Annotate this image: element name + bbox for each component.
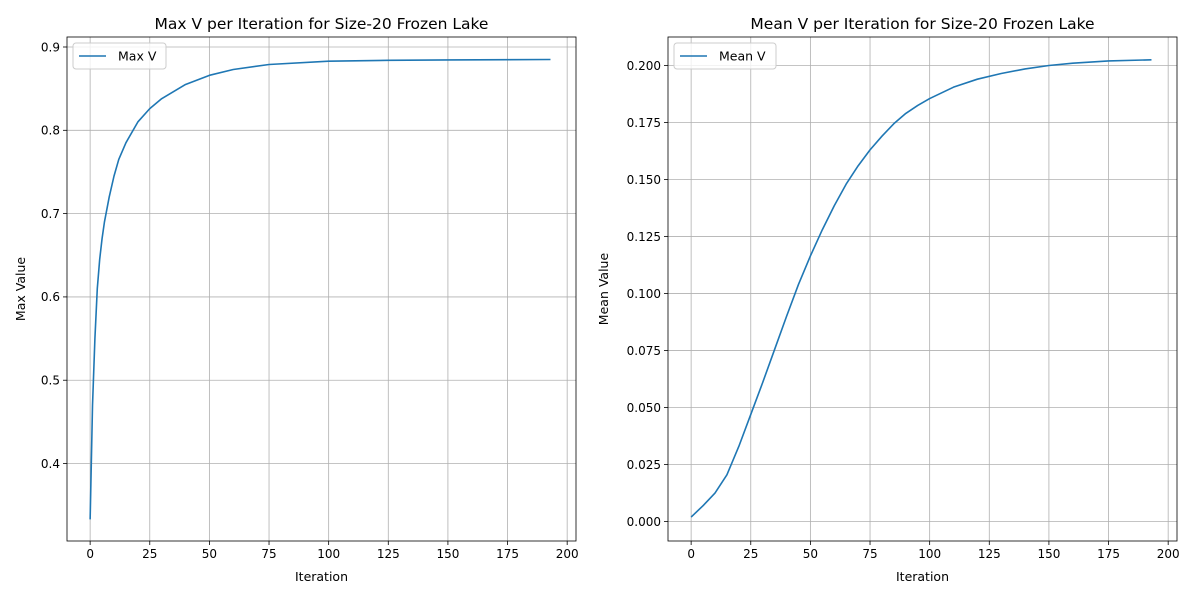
max-y-tick-label: 0.5: [41, 374, 60, 388]
mean-chart-panel: 0 25 50 75 100 125 150 175 200 0.000 0.025 0.050 0.0…: [596, 15, 1180, 584]
mean-series-line: [690, 59, 1152, 518]
max-chart-panel: 0 25 50 75 100 125 150 175 200 0.4 0.5 0.6 0.7 0.8 0.9…: [13, 15, 579, 584]
mean-y-tick-label: 0.025: [627, 458, 661, 472]
max-y-tick-label: 0.4: [41, 457, 60, 471]
max-x-tick-label: 200: [556, 547, 579, 561]
mean-x-tick-label: 0: [687, 547, 695, 561]
max-x-tick-label: 25: [142, 547, 157, 561]
max-x-axis-label: Iteration: [295, 569, 348, 584]
mean-x-tick-label: 100: [918, 547, 941, 561]
max-x-tick-label: 150: [436, 547, 459, 561]
mean-x-tick-label: 175: [1097, 547, 1120, 561]
mean-y-tick-label: 0.175: [627, 116, 661, 130]
mean-x-tick-label: 50: [803, 547, 818, 561]
max-y-tick-label: 0.9: [41, 40, 60, 54]
max-y-tick-label: 0.6: [41, 290, 60, 304]
max-x-tick-label: 100: [317, 547, 340, 561]
max-series-line: [89, 58, 551, 520]
mean-y-tick-label: 0.150: [627, 173, 661, 187]
mean-y-tick-label: 0.075: [627, 344, 661, 358]
mean-legend-label: Mean V: [719, 49, 766, 64]
mean-x-tick-label: 25: [743, 547, 758, 561]
max-y-axis-label: Max Value: [13, 257, 28, 321]
max-axes-frame: [66, 36, 577, 542]
mean-y-axis-label: Mean Value: [596, 253, 611, 326]
mean-x-tick-label: 125: [978, 547, 1001, 561]
mean-x-tick-label: 150: [1037, 547, 1060, 561]
max-x-tick-label: 0: [86, 547, 94, 561]
max-x-tick-label: 50: [202, 547, 217, 561]
max-legend-label: Max V: [118, 49, 157, 64]
mean-legend-box: [673, 42, 777, 70]
max-x-tick-label: 75: [261, 547, 276, 561]
max-y-tick-label: 0.8: [41, 124, 60, 138]
mean-y-tick-label: 0.050: [627, 401, 661, 415]
mean-y-tick-label: 0.200: [627, 59, 661, 73]
mean-legend: Mean V: [673, 42, 777, 70]
max-legend-box: [72, 42, 167, 70]
mean-chart-title: Mean V per Iteration for Size-20 Frozen …: [750, 15, 1094, 33]
mean-x-axis-label: Iteration: [896, 569, 949, 584]
max-x-tick-label: 175: [496, 547, 519, 561]
max-x-tick-label: 125: [377, 547, 400, 561]
max-chart-title: Max V per Iteration for Size-20 Frozen L…: [155, 15, 489, 33]
mean-x-tick-label: 75: [862, 547, 877, 561]
mean-axes-frame: [667, 36, 1178, 542]
mean-x-tick-label: 200: [1157, 547, 1180, 561]
max-y-tick-label: 0.7: [41, 207, 60, 221]
mean-y-tick-label: 0.100: [627, 287, 661, 301]
mean-y-tick-label: 0.125: [627, 230, 661, 244]
max-legend: Max V: [72, 42, 167, 70]
mean-y-tick-label: 0.000: [627, 515, 661, 529]
